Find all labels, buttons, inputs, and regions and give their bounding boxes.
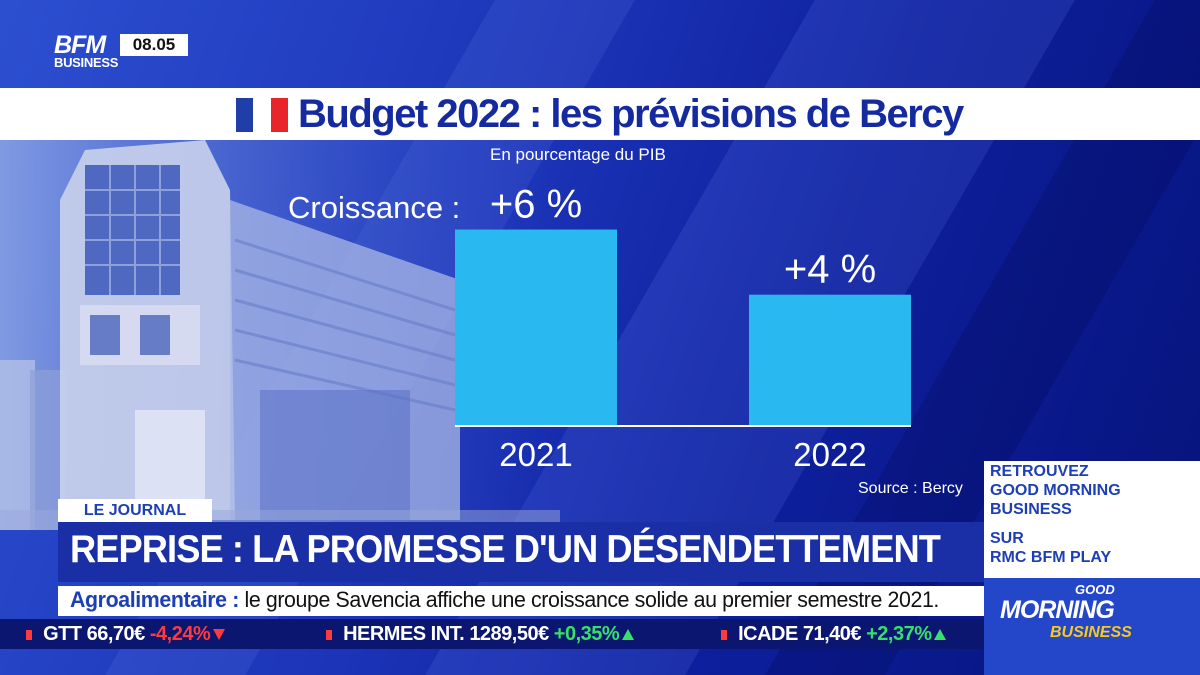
bar-2021 bbox=[455, 229, 617, 425]
crawl-text: le groupe Savencia affiche une croissanc… bbox=[244, 587, 939, 612]
promo-line: RETROUVEZ bbox=[990, 463, 1089, 480]
ticker-name: HERMES INT. bbox=[343, 623, 465, 645]
logo-good-text: GOOD bbox=[1075, 582, 1115, 597]
ticker-name: GTT bbox=[43, 623, 82, 645]
data-label-2022: +4 % bbox=[784, 248, 876, 292]
category-label-2021: 2021 bbox=[499, 436, 572, 473]
ticker-change: +0,35% bbox=[553, 623, 620, 645]
logo-business-text: BUSINESS bbox=[54, 55, 119, 70]
promo-line: GOOD MORNING bbox=[990, 482, 1121, 499]
clock: 08.05 bbox=[120, 34, 188, 56]
flag-stripe-red bbox=[270, 98, 288, 132]
category-label-2022: 2022 bbox=[793, 436, 866, 473]
arrow-up-icon bbox=[934, 629, 947, 641]
title-band bbox=[0, 88, 1200, 140]
ticker-separator bbox=[326, 629, 332, 640]
france-flag-icon bbox=[236, 98, 288, 132]
headline-band bbox=[58, 522, 984, 582]
ticker-name: ICADE bbox=[738, 623, 798, 645]
ticker-price: 71,40€ bbox=[802, 623, 862, 645]
crawl-band bbox=[58, 586, 984, 616]
data-label-2021: +6 % bbox=[490, 183, 582, 227]
flag-stripe-blue bbox=[236, 98, 254, 132]
ticker-separator bbox=[721, 629, 727, 640]
good-morning-business-logo bbox=[984, 578, 1200, 675]
bar-2022 bbox=[749, 294, 911, 425]
ticker-item: HERMES INT. 1289,50€ +0,35% bbox=[320, 619, 635, 649]
arrow-up-icon bbox=[622, 629, 635, 641]
ticker-price: 66,70€ bbox=[86, 623, 146, 645]
stock-ticker: GTT 66,70€ -4,24% HERMES INT. 1289,50€ +… bbox=[0, 619, 984, 649]
crawl-topic: Agroalimentaire : bbox=[70, 587, 239, 612]
ticker-item: GTT 66,70€ -4,24% bbox=[20, 619, 226, 649]
chart-title: Budget 2022 : les prévisions de Bercy bbox=[298, 92, 964, 136]
chart-subtitle: En pourcentage du PIB bbox=[490, 145, 666, 164]
promo-text: RETROUVEZ GOOD MORNING BUSINESS SUR RMC … bbox=[990, 462, 1121, 567]
chart-source: Source : Bercy bbox=[858, 480, 963, 497]
le-journal-tag: LE JOURNAL bbox=[58, 499, 212, 522]
news-crawl: Agroalimentaire : le groupe Savencia aff… bbox=[70, 587, 939, 613]
ticker-item: ICADE 71,40€ +2,37% bbox=[715, 619, 947, 649]
headline: REPRISE : LA PROMESSE D'UN DÉSENDETTEMEN… bbox=[70, 528, 941, 571]
promo-line: BUSINESS bbox=[990, 501, 1072, 518]
promo-line: RMC BFM PLAY bbox=[990, 549, 1112, 566]
logo-business-text: BUSINESS bbox=[1050, 624, 1132, 641]
promo-line: SUR bbox=[990, 530, 1024, 547]
growth-label: Croissance : bbox=[288, 190, 461, 225]
arrow-down-icon bbox=[213, 629, 226, 641]
ticker-change: +2,37% bbox=[866, 623, 932, 645]
ticker-price: 1289,50€ bbox=[469, 623, 549, 645]
ticker-change: -4,24% bbox=[149, 623, 211, 645]
flag-stripe-white bbox=[253, 98, 271, 132]
ticker-separator bbox=[26, 629, 32, 640]
logo-morning-text: MORNING bbox=[1000, 596, 1115, 624]
bfm-business-logo: BFM BUSINESS bbox=[54, 31, 119, 70]
logo-bfm-text: BFM bbox=[54, 31, 106, 59]
